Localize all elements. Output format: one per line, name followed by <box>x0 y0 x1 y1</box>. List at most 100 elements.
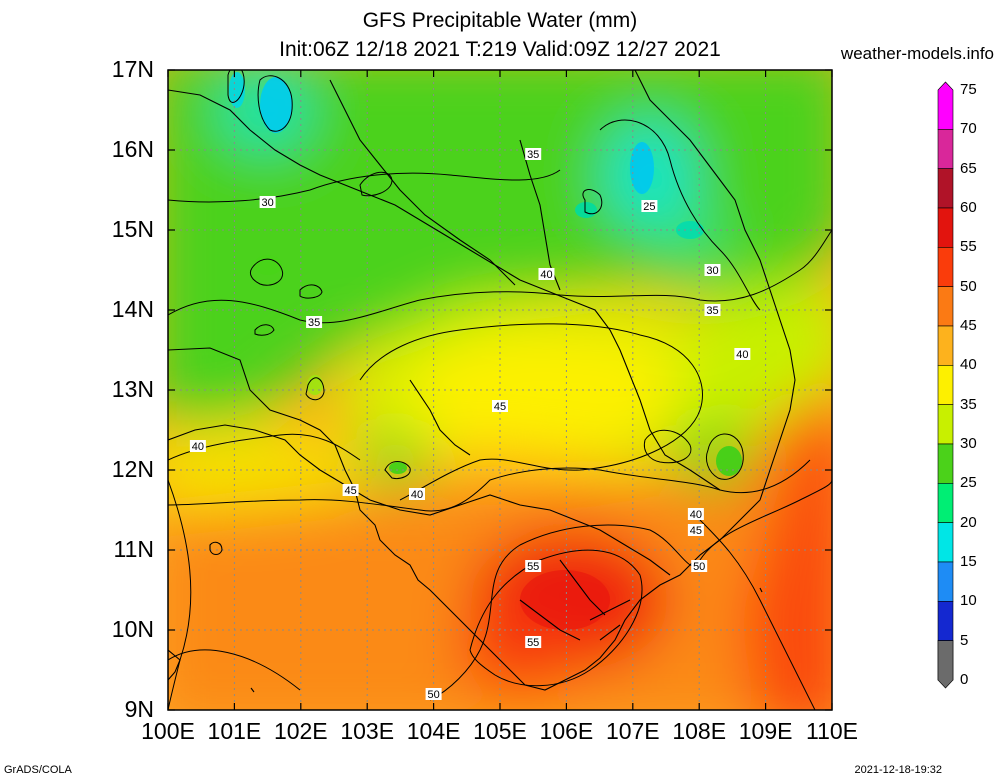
contour-label-text: 40 <box>192 441 204 453</box>
contour-label-box <box>687 508 704 520</box>
contour-label: 40 <box>734 348 751 361</box>
latitude-label: 17N <box>111 56 154 82</box>
colorbar-segment <box>937 81 954 130</box>
contour-label-text: 45 <box>344 485 356 497</box>
chart-title: GFS Precipitable Water (mm) <box>362 9 638 32</box>
colorbar-segment <box>937 522 954 563</box>
colorbar-segment <box>937 561 954 602</box>
contour-label-box <box>306 316 323 328</box>
source-site: weather-models.info <box>840 44 994 63</box>
contour-label-box <box>704 304 721 316</box>
colorbar-label: 15 <box>960 553 977 570</box>
lat-lon-grid <box>168 70 832 710</box>
contour-label: 40 <box>409 488 425 501</box>
longitude-label: 104E <box>406 718 461 744</box>
contour-label-text: 30 <box>261 197 273 209</box>
contour-label-box <box>525 148 542 160</box>
longitude-label: 106E <box>539 718 594 744</box>
contour-label: 40 <box>538 268 555 281</box>
longitude-label: 110E <box>805 718 858 744</box>
colorbar-segment <box>937 483 954 523</box>
colorbar-label: 5 <box>960 631 969 649</box>
colorbar-segment <box>937 129 954 169</box>
colorbar-label: 65 <box>960 159 977 177</box>
longitude-label: 103E <box>340 718 395 744</box>
colorbar-label: 30 <box>960 435 977 452</box>
colorbar-segment <box>937 286 954 327</box>
colorbar-segment <box>937 207 954 248</box>
colorbar-label: 40 <box>960 356 977 374</box>
contour-label: 40 <box>189 440 206 453</box>
contour-label: 40 <box>687 508 704 521</box>
contour-label-text: 55 <box>527 637 539 649</box>
contour-label: 35 <box>306 316 323 329</box>
colorbar-segment <box>937 247 954 287</box>
longitude-label: 100E <box>141 718 195 744</box>
contour-label-text: 50 <box>427 689 439 701</box>
longitude-label: 108E <box>672 718 727 744</box>
colorbar-segment <box>937 601 954 641</box>
latitude-label: 12N <box>111 456 154 482</box>
colorbar-label: 20 <box>960 513 977 531</box>
coastlines-and-borders <box>168 70 796 693</box>
contour-label: 35 <box>704 304 721 317</box>
contour-label-box <box>538 268 555 280</box>
colorbar-label: 70 <box>960 120 977 138</box>
colorbar-label: 75 <box>960 81 977 98</box>
latitude-label: 15N <box>111 216 154 242</box>
contour-label: 50 <box>691 560 708 573</box>
contour-labels: 35 30 25 30 40 35 35 40 45 40 45 40 40 45 55 50 55 50 <box>189 148 751 701</box>
contour-label-box <box>734 348 751 360</box>
contour-label: 55 <box>525 560 542 573</box>
colorbar-segment <box>937 404 954 445</box>
longitude-label: 109E <box>738 718 793 744</box>
contour-label-text: 25 <box>643 201 655 213</box>
colorbar-segment <box>937 443 954 484</box>
colorbar-label: 55 <box>960 238 977 256</box>
contour-label: 45 <box>492 400 508 413</box>
contour-label-text: 40 <box>690 509 702 521</box>
contour-label: 55 <box>525 636 542 649</box>
longitude-label: 101E <box>207 718 262 744</box>
latitude-label: 14N <box>111 296 154 322</box>
contour-label: 30 <box>259 196 276 209</box>
latitude-label: 16N <box>111 136 154 162</box>
contour-label-box <box>189 440 206 452</box>
footer-timestamp: 2021-12-18-19:32 <box>854 764 942 776</box>
contour-label: 35 <box>525 148 542 161</box>
chart-subtitle: Init:06Z 12/18 2021 T:219 Valid:09Z 12/2… <box>279 38 721 61</box>
contour-label-box <box>525 636 542 648</box>
contour-label-text: 45 <box>690 525 702 537</box>
colorbar-label: 10 <box>960 592 977 610</box>
colorbar-label: 60 <box>960 199 977 216</box>
contour-label: 45 <box>342 484 359 497</box>
contour-label-text: 30 <box>706 265 718 277</box>
latitude-label: 11N <box>113 536 155 562</box>
contour-label-box <box>409 488 425 500</box>
contour-label-box <box>259 196 276 208</box>
longitude-label: 102E <box>273 718 328 744</box>
contour-label-box <box>525 560 542 572</box>
contour-label: 25 <box>641 200 658 213</box>
latitude-label: 9N <box>124 696 154 722</box>
contour-label: 30 <box>704 264 721 277</box>
colorbar-label: 45 <box>960 317 977 334</box>
contour-label-box <box>687 524 704 536</box>
contour-label: 45 <box>687 524 704 537</box>
contour-label-text: 35 <box>706 305 718 317</box>
longitude-label: 105E <box>473 718 527 744</box>
contour-label-text: 40 <box>411 489 423 501</box>
contour-label-text: 40 <box>540 269 552 281</box>
colorbar-label: 50 <box>960 277 977 295</box>
latitude-label: 13N <box>111 376 154 402</box>
contour-label: 50 <box>425 688 442 701</box>
contour-label-box <box>425 688 442 700</box>
colorbar-segment <box>937 365 954 405</box>
colorbar-segment <box>937 325 954 366</box>
contour-label-box <box>691 560 708 572</box>
contour-label-text: 50 <box>693 561 705 573</box>
contour-label-box <box>492 400 508 412</box>
colorbar-segment <box>937 640 954 689</box>
longitude-label: 107E <box>605 718 660 744</box>
